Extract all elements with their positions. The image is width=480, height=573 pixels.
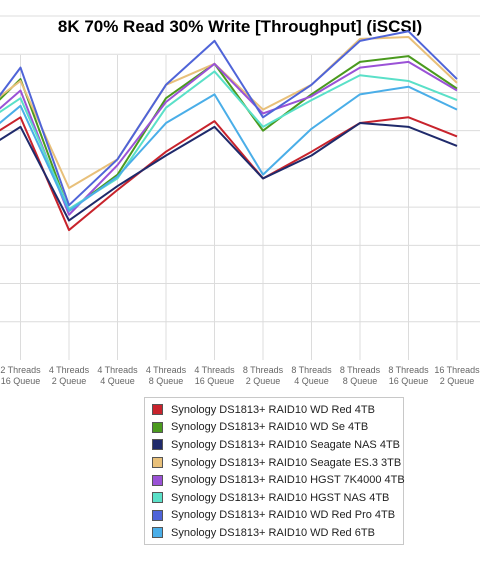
legend-label: Synology DS1813+ RAID10 HGST 7K4000 4TB bbox=[171, 474, 405, 487]
series-line bbox=[0, 70, 458, 211]
x-tick-label: 8 Threads 8 Queue bbox=[340, 365, 381, 386]
legend-item: Synology DS1813+ RAID10 HGST 7K4000 4TB bbox=[145, 471, 405, 489]
x-tick-label: 16 Threads 2 Queue bbox=[434, 365, 480, 386]
series-line bbox=[0, 30, 458, 207]
series-line bbox=[0, 85, 458, 212]
legend-swatch bbox=[152, 439, 163, 451]
legend-swatch bbox=[152, 527, 163, 539]
x-tick-label: 8 Threads 16 Queue bbox=[388, 365, 429, 386]
x-tick-label: 4 Threads 16 Queue bbox=[194, 365, 235, 386]
chart-title: 8K 70% Read 30% Write [Throughput] (iSCS… bbox=[57, 17, 423, 36]
series-line bbox=[0, 116, 458, 232]
legend-item: Synology DS1813+ RAID10 Seagate NAS 4TB bbox=[145, 436, 403, 454]
legend-label: Synology DS1813+ RAID10 HGST NAS 4TB bbox=[171, 491, 390, 504]
legend-swatch bbox=[152, 404, 163, 416]
legend-label: Synology DS1813+ RAID10 Seagate NAS 4TB bbox=[171, 438, 400, 451]
legend-swatch bbox=[152, 509, 163, 521]
x-tick-label: 4 Threads 2 Queue bbox=[49, 365, 90, 386]
legend-label: Synology DS1813+ RAID10 Seagate ES.3 3TB bbox=[171, 456, 402, 469]
legend-item: Synology DS1813+ RAID10 WD Red 6TB bbox=[145, 524, 403, 542]
x-tick-label: 8 Threads 2 Queue bbox=[243, 365, 284, 386]
legend: Synology DS1813+ RAID10 WD Red 4TB Synolo… bbox=[144, 397, 405, 545]
legend-item: Synology DS1813+ RAID10 WD Red 4TB bbox=[145, 401, 403, 419]
legend-item: Synology DS1813+ RAID10 WD Red Pro 4TB bbox=[145, 507, 403, 525]
legend-item: Synology DS1813+ RAID10 Seagate ES.3 3TB bbox=[145, 454, 403, 472]
x-tick-label: 4 Threads 8 Queue bbox=[146, 365, 187, 386]
legend-swatch bbox=[152, 457, 163, 469]
series-lines bbox=[0, 30, 458, 232]
legend-swatch bbox=[152, 421, 163, 433]
x-tick-label: 4 Threads 4 Queue bbox=[97, 365, 138, 386]
series-line bbox=[0, 122, 458, 222]
legend-swatch bbox=[152, 474, 163, 486]
legend-item: Synology DS1813+ RAID10 WD Se 4TB bbox=[145, 419, 403, 437]
x-tick-label: 2 Threads 16 Queue bbox=[0, 365, 41, 386]
x-tick-label: 8 Threads 4 Queue bbox=[291, 365, 332, 386]
legend-label: Synology DS1813+ RAID10 WD Red Pro 4TB bbox=[171, 509, 396, 522]
legend-swatch bbox=[152, 492, 163, 504]
legend-label: Synology DS1813+ RAID10 WD Red 4TB bbox=[171, 403, 375, 416]
grid-layer bbox=[0, 15, 480, 360]
legend-item: Synology DS1813+ RAID10 HGST NAS 4TB bbox=[145, 489, 403, 507]
legend-label: Synology DS1813+ RAID10 WD Se 4TB bbox=[171, 421, 369, 434]
legend-label: Synology DS1813+ RAID10 WD Red 6TB bbox=[171, 526, 375, 539]
